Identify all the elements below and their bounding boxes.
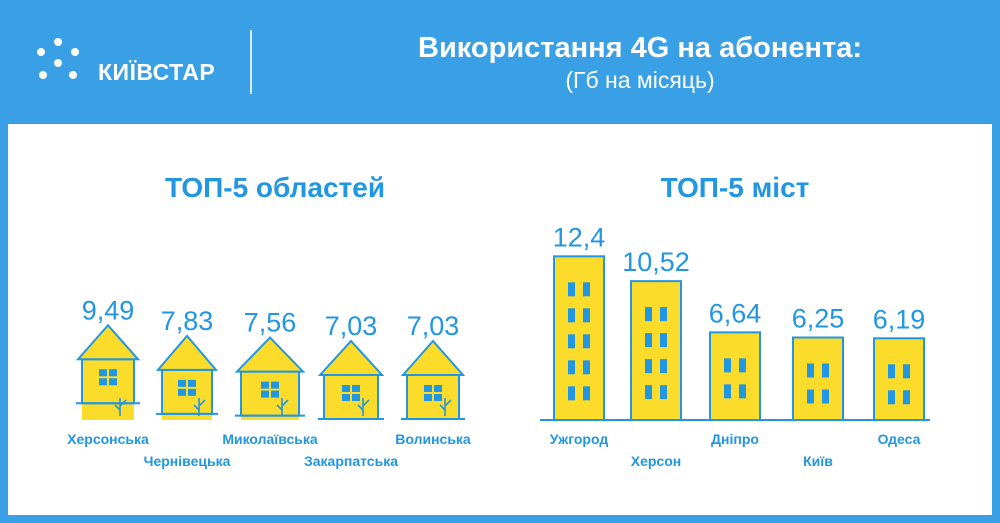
brand-name: КИЇВСТАР	[98, 59, 216, 85]
building-window	[583, 360, 590, 375]
category-label: Херсон	[631, 453, 681, 469]
house-ground-fill	[82, 403, 134, 420]
value-label: 7,83	[161, 306, 214, 336]
category-label: Миколаївська	[222, 431, 318, 447]
building-window	[903, 390, 910, 405]
building-bar	[873, 337, 925, 421]
kyivstar-star-icon	[37, 38, 79, 79]
page-subtitle: (Гб на місяць)	[565, 67, 715, 93]
building-window	[568, 360, 575, 375]
building-bar	[630, 280, 682, 421]
building-window	[660, 307, 667, 322]
building-window	[660, 333, 667, 348]
house-bar	[234, 336, 306, 420]
building-window	[739, 358, 746, 373]
building-window	[568, 386, 575, 401]
building-window	[807, 363, 814, 378]
building-window	[645, 307, 652, 322]
building-body	[709, 331, 761, 421]
house-roof	[234, 336, 306, 373]
category-label: Волинська	[395, 431, 471, 447]
building-window	[739, 384, 746, 399]
value-label: 12,4	[553, 222, 606, 252]
building-window	[660, 385, 667, 400]
building-window	[888, 390, 895, 405]
house-roof	[75, 323, 141, 361]
house-roof	[317, 339, 385, 377]
building-window	[568, 334, 575, 349]
house-bar	[75, 323, 141, 420]
building-body	[792, 336, 844, 421]
header-bar: КИЇВСТАР Використання 4G на абонента: (Г…	[0, 0, 1000, 124]
building-window	[807, 389, 814, 404]
building-window	[568, 308, 575, 323]
building-window	[583, 282, 590, 297]
value-label: 10,52	[622, 247, 690, 277]
house-ground-fill	[241, 415, 299, 420]
category-label: Київ	[803, 453, 833, 469]
house-bar	[155, 334, 219, 420]
sprout	[114, 398, 127, 416]
sprout	[439, 398, 452, 416]
category-label: Закарпатська	[304, 453, 398, 469]
house-bar	[400, 339, 466, 421]
building-body	[630, 280, 682, 421]
building-bar	[553, 255, 605, 421]
category-label: Ужгород	[550, 431, 609, 447]
value-label: 7,56	[244, 308, 297, 338]
category-label: Одеса	[878, 431, 921, 447]
building-window	[645, 385, 652, 400]
cities-chart-title: ТОП-5 міст	[660, 172, 810, 203]
house-bar	[317, 339, 385, 421]
building-window	[568, 282, 575, 297]
building-window	[583, 386, 590, 401]
building-window	[903, 364, 910, 379]
building-window	[724, 384, 731, 399]
building-window	[822, 363, 829, 378]
category-label: Дніпро	[711, 431, 759, 447]
house-roof	[400, 339, 466, 377]
building-window	[822, 389, 829, 404]
building-bar	[709, 331, 761, 421]
content-panel	[8, 124, 992, 515]
house-ground-fill	[162, 413, 212, 420]
header-divider	[250, 30, 252, 94]
building-window	[645, 333, 652, 348]
sprout	[193, 398, 206, 416]
building-window	[888, 364, 895, 379]
building-bar	[792, 336, 844, 421]
value-label: 6,25	[792, 304, 845, 334]
value-label: 7,03	[325, 311, 378, 341]
value-label: 6,19	[873, 304, 926, 334]
building-window	[724, 358, 731, 373]
page-title: Використання 4G на абонента:	[418, 32, 862, 64]
value-label: 9,49	[82, 295, 135, 325]
value-label: 7,03	[407, 311, 460, 341]
category-label: Чернівецька	[144, 453, 231, 469]
building-body	[553, 255, 605, 421]
sprout	[357, 398, 370, 416]
value-label: 6,64	[709, 298, 762, 328]
building-window	[660, 359, 667, 374]
building-window	[645, 359, 652, 374]
regions-chart-title: ТОП-5 областей	[164, 172, 386, 203]
building-body	[873, 337, 925, 421]
sprout	[276, 398, 289, 416]
building-window	[583, 334, 590, 349]
building-window	[583, 308, 590, 323]
house-roof	[155, 334, 219, 371]
category-label: Херсонська	[67, 431, 149, 447]
